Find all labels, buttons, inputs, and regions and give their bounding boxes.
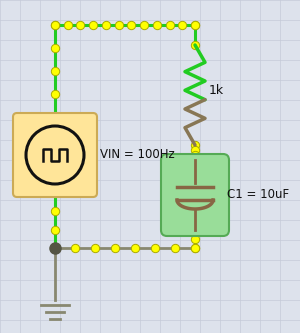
FancyBboxPatch shape (13, 113, 97, 197)
Text: C1 = 10uF: C1 = 10uF (227, 188, 289, 201)
Text: 1k: 1k (209, 84, 224, 97)
FancyBboxPatch shape (161, 154, 229, 236)
Text: VIN = 100Hz: VIN = 100Hz (100, 149, 175, 162)
